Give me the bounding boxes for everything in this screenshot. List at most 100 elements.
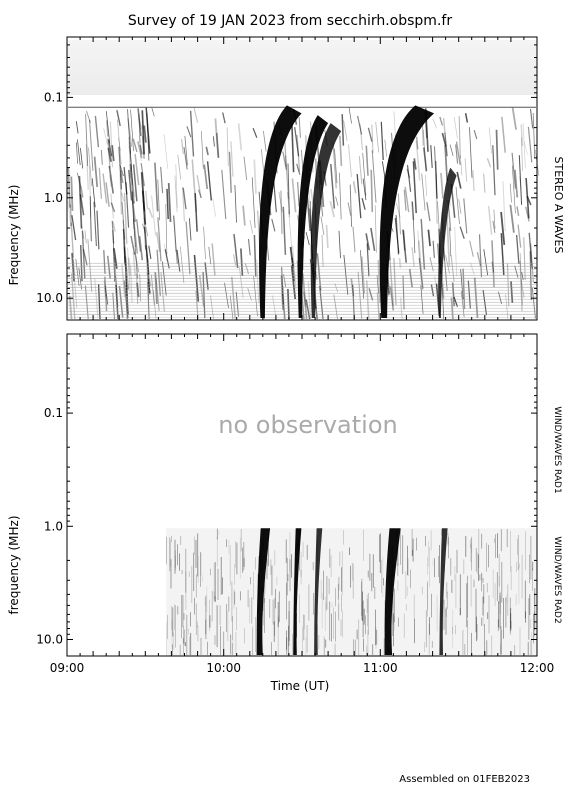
stereo-emission-streak — [119, 164, 125, 177]
stereo-emission-streak — [288, 210, 293, 249]
stereo-emission-streak — [526, 195, 532, 206]
stereo-emission-streak — [143, 217, 149, 237]
stereo-emission-streak — [450, 297, 454, 320]
stereo-emission-streak — [119, 174, 123, 215]
stereo-emission-streak — [205, 146, 209, 156]
stereo-emission-streak — [76, 142, 78, 164]
stereo-emission-streak — [459, 226, 465, 239]
stereo-emission-streak — [278, 191, 283, 212]
y-tick-label: 10.0 — [36, 633, 63, 647]
stereo-emission-streak — [103, 280, 107, 298]
stereo-emission-streak — [80, 148, 84, 169]
stereo-emission-streak — [509, 183, 512, 203]
stereo-emission-streak — [94, 278, 99, 317]
x-tick-label: 10:00 — [206, 661, 241, 675]
stereo-emission-streak — [453, 296, 459, 307]
stereo-emission-streak — [82, 248, 88, 266]
x-tick-label: 11:00 — [363, 661, 398, 675]
stereo-emission-streak — [515, 234, 520, 264]
stereo-emission-streak — [166, 188, 169, 220]
stereo-emission-streak — [502, 181, 506, 232]
stereo-emission-streak — [367, 127, 373, 142]
stereo-emission-streak — [89, 196, 92, 242]
stereo-emission-streak — [512, 165, 516, 214]
stereo-emission-streak — [68, 295, 73, 320]
wind-rad2-label: WIND/WAVES RAD2 — [552, 536, 562, 623]
stereo-emission-streak — [75, 121, 79, 134]
figure-title: Survey of 19 JAN 2023 from secchirh.obsp… — [128, 13, 452, 29]
stereo-emission-streak — [528, 232, 533, 269]
stereo-emission-streak — [455, 186, 460, 225]
stereo-emission-streak — [455, 141, 461, 166]
stereo-emission-streak — [519, 252, 523, 306]
stereo-emission-streak — [247, 238, 251, 256]
stereo-emission-streak — [519, 176, 522, 191]
stereo-emission-streak — [143, 125, 147, 143]
stereo-emission-streak — [406, 165, 412, 192]
stereo-emission-streak — [85, 144, 89, 190]
stereo-emission-streak — [129, 164, 135, 204]
stereo-emission-streak — [451, 282, 455, 307]
stereo-emission-streak — [352, 284, 355, 320]
stereo-emission-streak — [112, 221, 116, 232]
stereo-emission-streak — [280, 190, 283, 234]
stereo-emission-streak — [492, 145, 496, 196]
stereo-emission-streak — [102, 173, 108, 204]
stereo-emission-streak — [417, 230, 421, 264]
stereo-emission-streak — [425, 174, 428, 197]
stereo-emission-streak — [123, 192, 128, 244]
stereo-emission-streak — [429, 256, 434, 272]
stereo-emission-streak — [206, 161, 212, 201]
stereo-emission-streak — [164, 249, 170, 269]
stereo-emission-streak — [151, 274, 155, 305]
stereo-emission-streak — [108, 165, 114, 194]
stereo-emission-streak — [116, 110, 121, 127]
stereo-emission-streak — [402, 229, 407, 263]
stereo-emission-streak — [506, 263, 510, 307]
stereo-emission-streak — [489, 127, 492, 154]
stereo-emission-streak — [294, 127, 300, 157]
stereo-emission-streak — [128, 136, 132, 179]
stereo-emission-streak — [72, 259, 76, 277]
stereo-emission-streak — [529, 108, 534, 129]
stereo-emission-streak — [180, 139, 184, 154]
stereo-emission-streak — [230, 141, 234, 177]
wind-burst — [439, 528, 448, 655]
stereo-emission-streak — [154, 162, 159, 212]
stereo-emission-streak — [285, 155, 289, 199]
stereo-panel-background — [67, 40, 537, 95]
stereo-emission-streak — [145, 245, 149, 262]
stereo-emission-streak — [137, 108, 142, 137]
stereo-emission-streak — [280, 275, 284, 310]
stereo-emission-streak — [242, 205, 246, 226]
stereo-emission-streak — [238, 267, 244, 298]
stereo-emission-streak — [132, 218, 138, 254]
stereo-emission-streak — [104, 276, 108, 312]
stereo-emission-streak — [297, 181, 300, 207]
stereo-emission-streak — [360, 250, 365, 299]
stereo-emission-streak — [94, 115, 100, 148]
stereo-emission-streak — [281, 267, 284, 305]
stereo-emission-streak — [359, 123, 364, 151]
stereo-emission-streak — [420, 218, 426, 270]
y-tick-label: 1.0 — [44, 519, 63, 533]
stereo-emission-streak — [511, 107, 517, 130]
stereo-emission-streak — [156, 249, 161, 296]
stereo-emission-streak — [362, 152, 367, 196]
stereo-emission-streak — [231, 276, 236, 319]
stereo-emission-streak — [88, 147, 92, 187]
stereo-emission-streak — [134, 153, 140, 186]
stereo-emission-streak — [374, 205, 377, 253]
stereo-emission-streak — [117, 119, 122, 165]
stereo-emission-streak — [147, 207, 154, 219]
stereo-emission-streak — [517, 224, 522, 248]
stereo-emission-streak — [469, 262, 475, 275]
stereo-emission-streak — [366, 243, 370, 277]
stereo-emission-streak — [98, 167, 102, 199]
stereo-emission-streak — [296, 135, 301, 172]
stereo-emission-streak — [523, 141, 528, 156]
stereo-emission-streak — [251, 177, 256, 228]
stereo-emission-streak — [289, 246, 294, 268]
stereo-emission-streak — [303, 291, 307, 307]
stereo-emission-streak — [132, 138, 138, 153]
